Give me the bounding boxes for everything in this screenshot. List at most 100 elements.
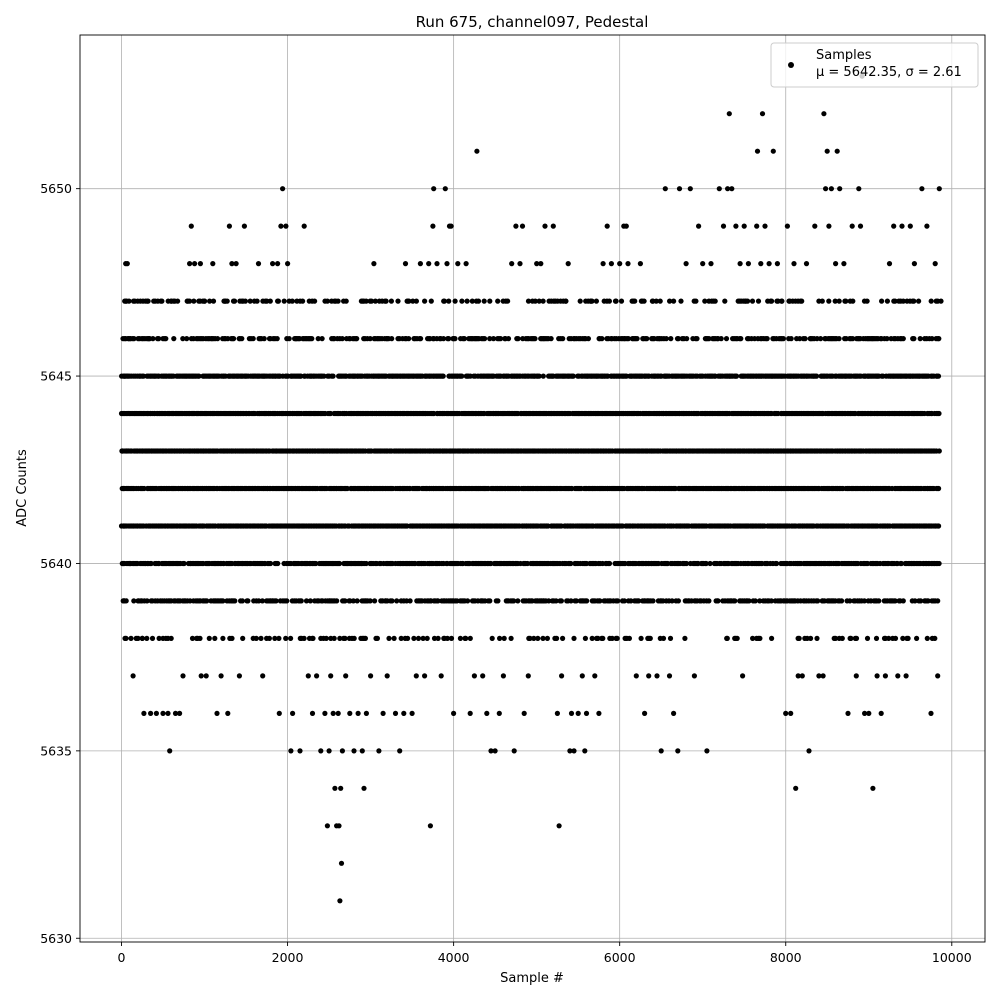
sample-point [623, 223, 629, 229]
sample-point [596, 710, 602, 717]
sample-point [666, 673, 673, 679]
y-tick-label: 5645 [40, 369, 72, 384]
sample-point [324, 823, 330, 829]
sample-point [275, 298, 281, 304]
sample-point [441, 298, 447, 304]
sample-point [802, 336, 808, 342]
sample-point [724, 635, 730, 642]
sample-point [837, 186, 843, 192]
sample-point [856, 186, 862, 192]
sample-point [401, 710, 407, 717]
sample-point [465, 598, 471, 604]
sample-point [599, 336, 605, 342]
sample-point [738, 336, 744, 342]
sample-point [498, 336, 504, 342]
sample-point [536, 373, 542, 379]
sample-point [823, 186, 829, 192]
sample-point [389, 336, 395, 342]
x-tick: 10000 [932, 942, 972, 965]
sample-point [163, 336, 169, 342]
sample-point [285, 261, 291, 267]
sample-point [839, 598, 845, 604]
sample-point [718, 336, 724, 342]
sample-point [903, 673, 909, 679]
sample-point [540, 373, 546, 379]
sample-point [500, 673, 506, 679]
sample-point [384, 673, 390, 679]
sample-point [435, 635, 441, 642]
sample-point [938, 298, 944, 304]
sample-point [633, 673, 639, 679]
sample-point [755, 298, 762, 304]
sample-point [121, 598, 127, 604]
sample-point [197, 635, 203, 642]
sample-point [188, 223, 194, 229]
y-tick-label: 5650 [40, 181, 72, 196]
sample-point [428, 298, 434, 304]
sample-point [593, 298, 600, 304]
x-tick-label: 2000 [272, 950, 304, 965]
sample-point [297, 748, 303, 754]
sample-point [487, 336, 493, 342]
sample-point [359, 748, 365, 754]
sample-point [511, 748, 517, 754]
sample-point [264, 298, 270, 304]
sample-point [741, 223, 747, 229]
sample-point [492, 748, 498, 754]
sample-point [218, 673, 224, 679]
sample-point [891, 223, 897, 229]
sample-point [758, 261, 764, 267]
sample-point [935, 598, 941, 604]
sample-point [806, 748, 812, 754]
sample-point [600, 635, 606, 642]
sample-point [165, 710, 171, 717]
sample-point [487, 598, 493, 604]
sample-point [171, 336, 177, 342]
sample-point [650, 298, 656, 304]
sample-point [415, 635, 422, 642]
sample-point [812, 223, 818, 229]
sample-point [312, 298, 318, 304]
sample-point [288, 748, 294, 754]
sample-point [144, 635, 150, 642]
sample-point [301, 635, 307, 642]
sample-point [612, 298, 619, 304]
sample-point [734, 373, 740, 379]
sample-point [380, 710, 386, 717]
sample-point [383, 298, 389, 304]
sample-point [355, 710, 361, 717]
sample-point [780, 336, 787, 342]
sample-point [501, 635, 507, 642]
sample-point [463, 635, 469, 642]
sample-point [326, 748, 332, 754]
sample-point [845, 710, 851, 717]
sample-point [745, 261, 752, 267]
sample-point [232, 298, 238, 304]
sample-point [455, 261, 461, 267]
sample-point [444, 261, 450, 267]
sample-point [149, 635, 156, 642]
sample-point [895, 673, 901, 679]
sample-point [779, 298, 785, 304]
sample-point [617, 261, 623, 267]
sample-point [720, 223, 727, 229]
y-axis-label: ADC Counts [15, 449, 30, 527]
sample-point [770, 148, 776, 154]
sample-point [554, 710, 561, 717]
sample-point [570, 373, 576, 379]
sample-point [180, 673, 186, 679]
sample-point [762, 223, 768, 229]
sample-point [426, 261, 432, 267]
sample-point [546, 298, 552, 304]
x-tick-label: 6000 [604, 950, 636, 965]
sample-point [754, 148, 761, 154]
sample-point [759, 111, 766, 117]
sample-point [824, 148, 830, 154]
sample-point [671, 298, 677, 304]
sample-point [764, 336, 770, 342]
sample-point [422, 673, 428, 679]
y-tick-label: 5635 [40, 743, 72, 758]
sample-point [803, 261, 810, 267]
sample-point [275, 261, 281, 267]
sample-point [515, 598, 521, 604]
